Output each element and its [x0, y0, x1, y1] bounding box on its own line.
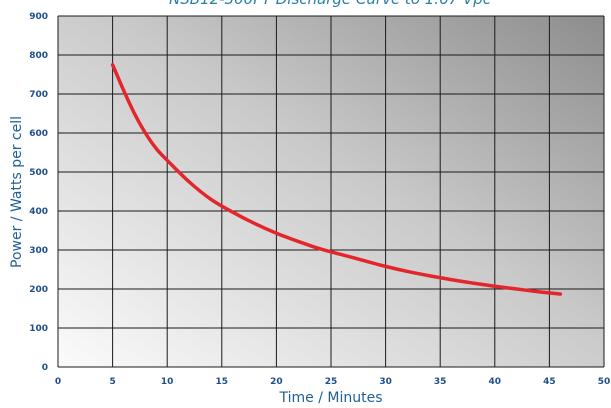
y-tick-label: 0	[42, 363, 48, 373]
x-tick-label: 5	[109, 377, 115, 387]
x-tick-label: 20	[270, 377, 283, 387]
y-tick-label: 400	[29, 207, 48, 217]
chart-title: NSB12-300FT Discharge Curve to 1.67 Vpc	[169, 0, 492, 8]
x-tick-label: 50	[598, 377, 611, 387]
y-tick-label: 500	[29, 168, 48, 178]
x-tick-label: 45	[543, 377, 556, 387]
x-tick-label: 35	[434, 377, 447, 387]
x-tick-label: 10	[161, 377, 174, 387]
x-tick-label: 15	[216, 377, 229, 387]
series-layer	[110, 63, 563, 296]
x-axis-label: Time / Minutes	[279, 390, 383, 406]
x-tick-label: 0	[55, 377, 61, 387]
grid-lines	[57, 15, 605, 368]
y-tick-label: 900	[29, 12, 48, 22]
y-tick-label: 700	[29, 90, 48, 100]
x-tick-label: 25	[325, 377, 338, 387]
y-tick-label: 800	[29, 51, 48, 61]
y-tick-label: 200	[29, 285, 48, 295]
series-line	[110, 63, 563, 296]
y-tick-label: 100	[29, 324, 48, 334]
y-tick-label: 300	[29, 246, 48, 256]
x-tick-label: 30	[379, 377, 392, 387]
tick-labels: 0 5 10 15 20 25 30 35 40 45 5001002003004005006007…	[29, 12, 610, 387]
x-tick-label: 40	[489, 377, 502, 387]
y-axis-label: Power / Watts per cell	[9, 116, 25, 268]
y-tick-label: 600	[29, 129, 48, 139]
